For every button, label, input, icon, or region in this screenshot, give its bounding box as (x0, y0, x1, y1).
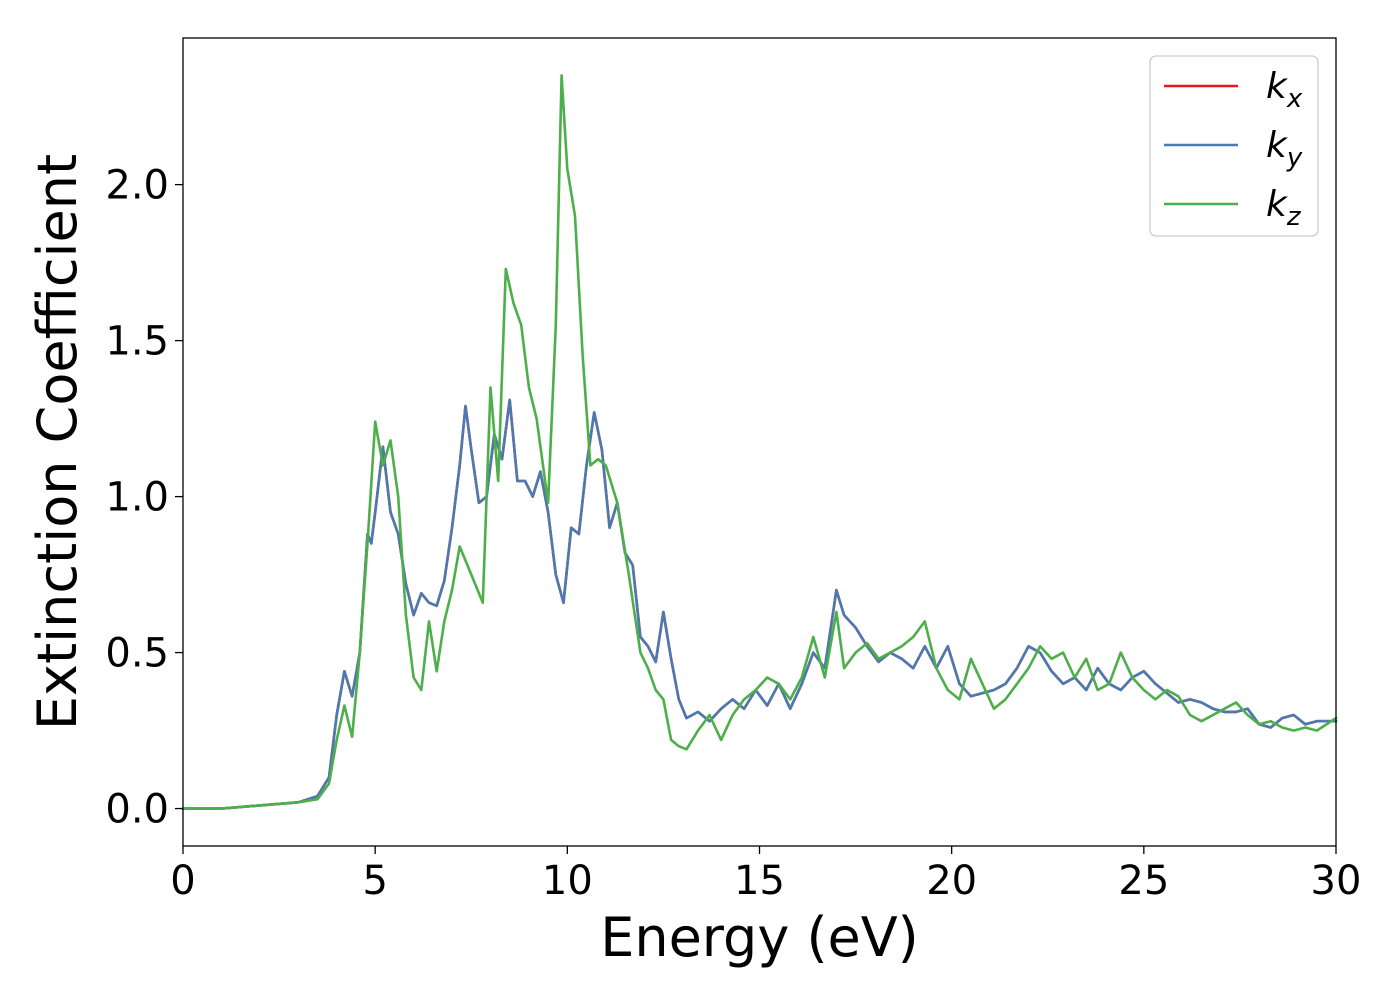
x-tick-label: 0 (170, 858, 195, 904)
y-axis-label: Extinction Coefficient (26, 154, 89, 730)
y-tick-label: 0.0 (105, 787, 169, 833)
legend-label-y: ky (1266, 125, 1303, 173)
x-tick-label: 20 (926, 858, 977, 904)
y-tick-label: 1.5 (105, 319, 169, 365)
y-tick-label: 2.0 (105, 163, 169, 209)
x-tick-label: 10 (542, 858, 593, 904)
x-axis-ticks: 0 5 10 15 20 25 30 (170, 846, 1361, 904)
x-tick-label: 25 (1118, 858, 1169, 904)
plot-lines (181, 74, 1338, 810)
x-axis-label: Energy (eV) (600, 906, 919, 969)
series-line-z (181, 74, 1338, 810)
series-line-y (181, 398, 1338, 810)
y-axis-ticks: 0.0 0.5 1.0 1.5 2.0 (105, 163, 183, 833)
legend-label-x: kx (1266, 66, 1303, 114)
x-tick-label: 5 (362, 858, 387, 904)
y-tick-label: 0.5 (105, 631, 169, 677)
x-tick-label: 30 (1311, 858, 1362, 904)
y-tick-label: 1.0 (105, 475, 169, 521)
x-tick-label: 15 (734, 858, 785, 904)
